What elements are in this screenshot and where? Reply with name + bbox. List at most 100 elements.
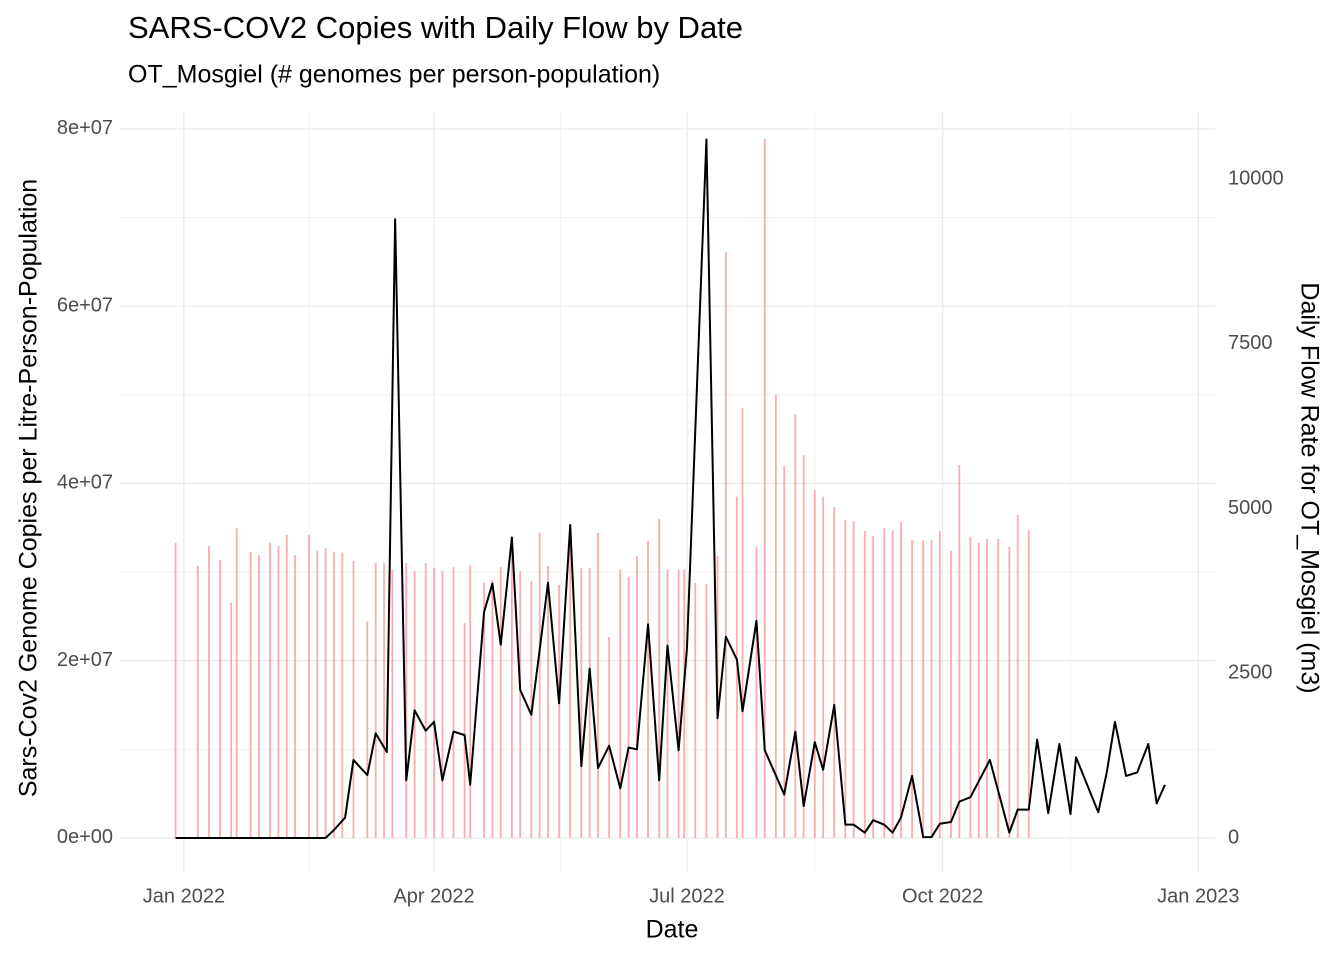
y-tick-label: 2e+07 [57,649,113,671]
bar [294,555,296,838]
bar [1027,530,1030,838]
bar [588,567,591,838]
bar [341,552,344,838]
bar [658,519,661,838]
bar [277,546,280,838]
bar [424,563,427,838]
y2-tick-label: 5000 [1228,497,1273,519]
bar [433,567,435,838]
plot-marks [174,138,1166,839]
bar [285,534,288,838]
bar [833,507,836,838]
bar [813,490,816,838]
bar [822,496,825,838]
bar [1008,546,1011,838]
bar [891,530,894,838]
y2-axis-label: Daily Flow Rate for OT_Mosgiel (m3) [1295,282,1323,693]
bar [463,623,466,838]
grid [120,112,1215,872]
y2-tick-label: 10000 [1228,167,1284,189]
bar [997,538,1000,838]
bar [852,521,855,838]
y-axis-label: Sars-Cov2 Genome Copies per Litre-Person… [15,179,43,797]
x-axis-label: Date [646,916,699,944]
bar [683,569,686,838]
bar [677,569,680,838]
bar [383,563,385,838]
bar [569,524,572,838]
bar [538,532,541,838]
bar [930,540,933,838]
x-tick-label: Apr 2022 [393,885,474,907]
bar [235,528,238,838]
bar [774,395,777,838]
bar [666,569,669,838]
bar [783,465,786,838]
bar [900,521,902,838]
bar [883,528,886,838]
bar [872,536,875,838]
x-tick-label: Jul 2022 [649,885,725,907]
series-line [175,138,1166,839]
bar [724,252,727,838]
bar [196,565,199,838]
bar [219,559,221,838]
y-tick-label: 8e+07 [57,117,113,139]
bar [977,542,980,838]
y2-tick-label: 7500 [1228,332,1273,354]
bar [441,571,444,838]
bar [794,414,797,838]
bar [938,530,941,838]
bar [986,538,989,838]
x-tick-label: Oct 2022 [902,885,983,907]
chart-subtitle: OT_Mosgiel (# genomes per person-populat… [128,61,660,89]
bar [391,569,394,838]
bar [269,542,271,838]
bar [547,565,549,838]
bar [510,540,513,838]
bar [366,621,369,838]
y-tick-label: 6e+07 [57,294,113,316]
bar [958,465,961,838]
y2-tick-label: 2500 [1228,662,1273,684]
bar [499,567,502,838]
chart-title: SARS-COV2 Copies with Daily Flow by Date [128,10,743,45]
y-tick-label: 4e+07 [57,472,113,494]
bar [230,602,233,838]
bar [374,563,377,838]
y-tick-label: 0e+00 [57,826,113,848]
bar [597,532,599,838]
bar [452,567,455,838]
bar [694,582,697,838]
bar [483,582,485,838]
bar [969,536,972,838]
bar [802,455,805,838]
bar [755,546,758,838]
bar [844,519,847,838]
bar [763,138,766,838]
bar [316,550,319,838]
bar [324,548,327,838]
bar [249,552,252,838]
y2-tick-label: 0 [1228,826,1239,848]
bar [519,571,522,838]
bar [333,552,335,838]
bar [580,567,583,838]
bar [413,571,416,838]
bar [619,569,622,838]
bar [491,579,494,838]
bar [911,540,913,838]
bar [741,407,744,838]
bar [405,563,408,838]
bar [636,555,638,838]
bar [1016,515,1019,838]
bar [208,546,210,838]
bar [705,584,708,838]
bar [174,542,177,838]
bar [647,540,649,838]
bar [308,534,310,838]
bar [469,565,472,838]
bar [258,555,260,838]
bar [863,530,866,838]
